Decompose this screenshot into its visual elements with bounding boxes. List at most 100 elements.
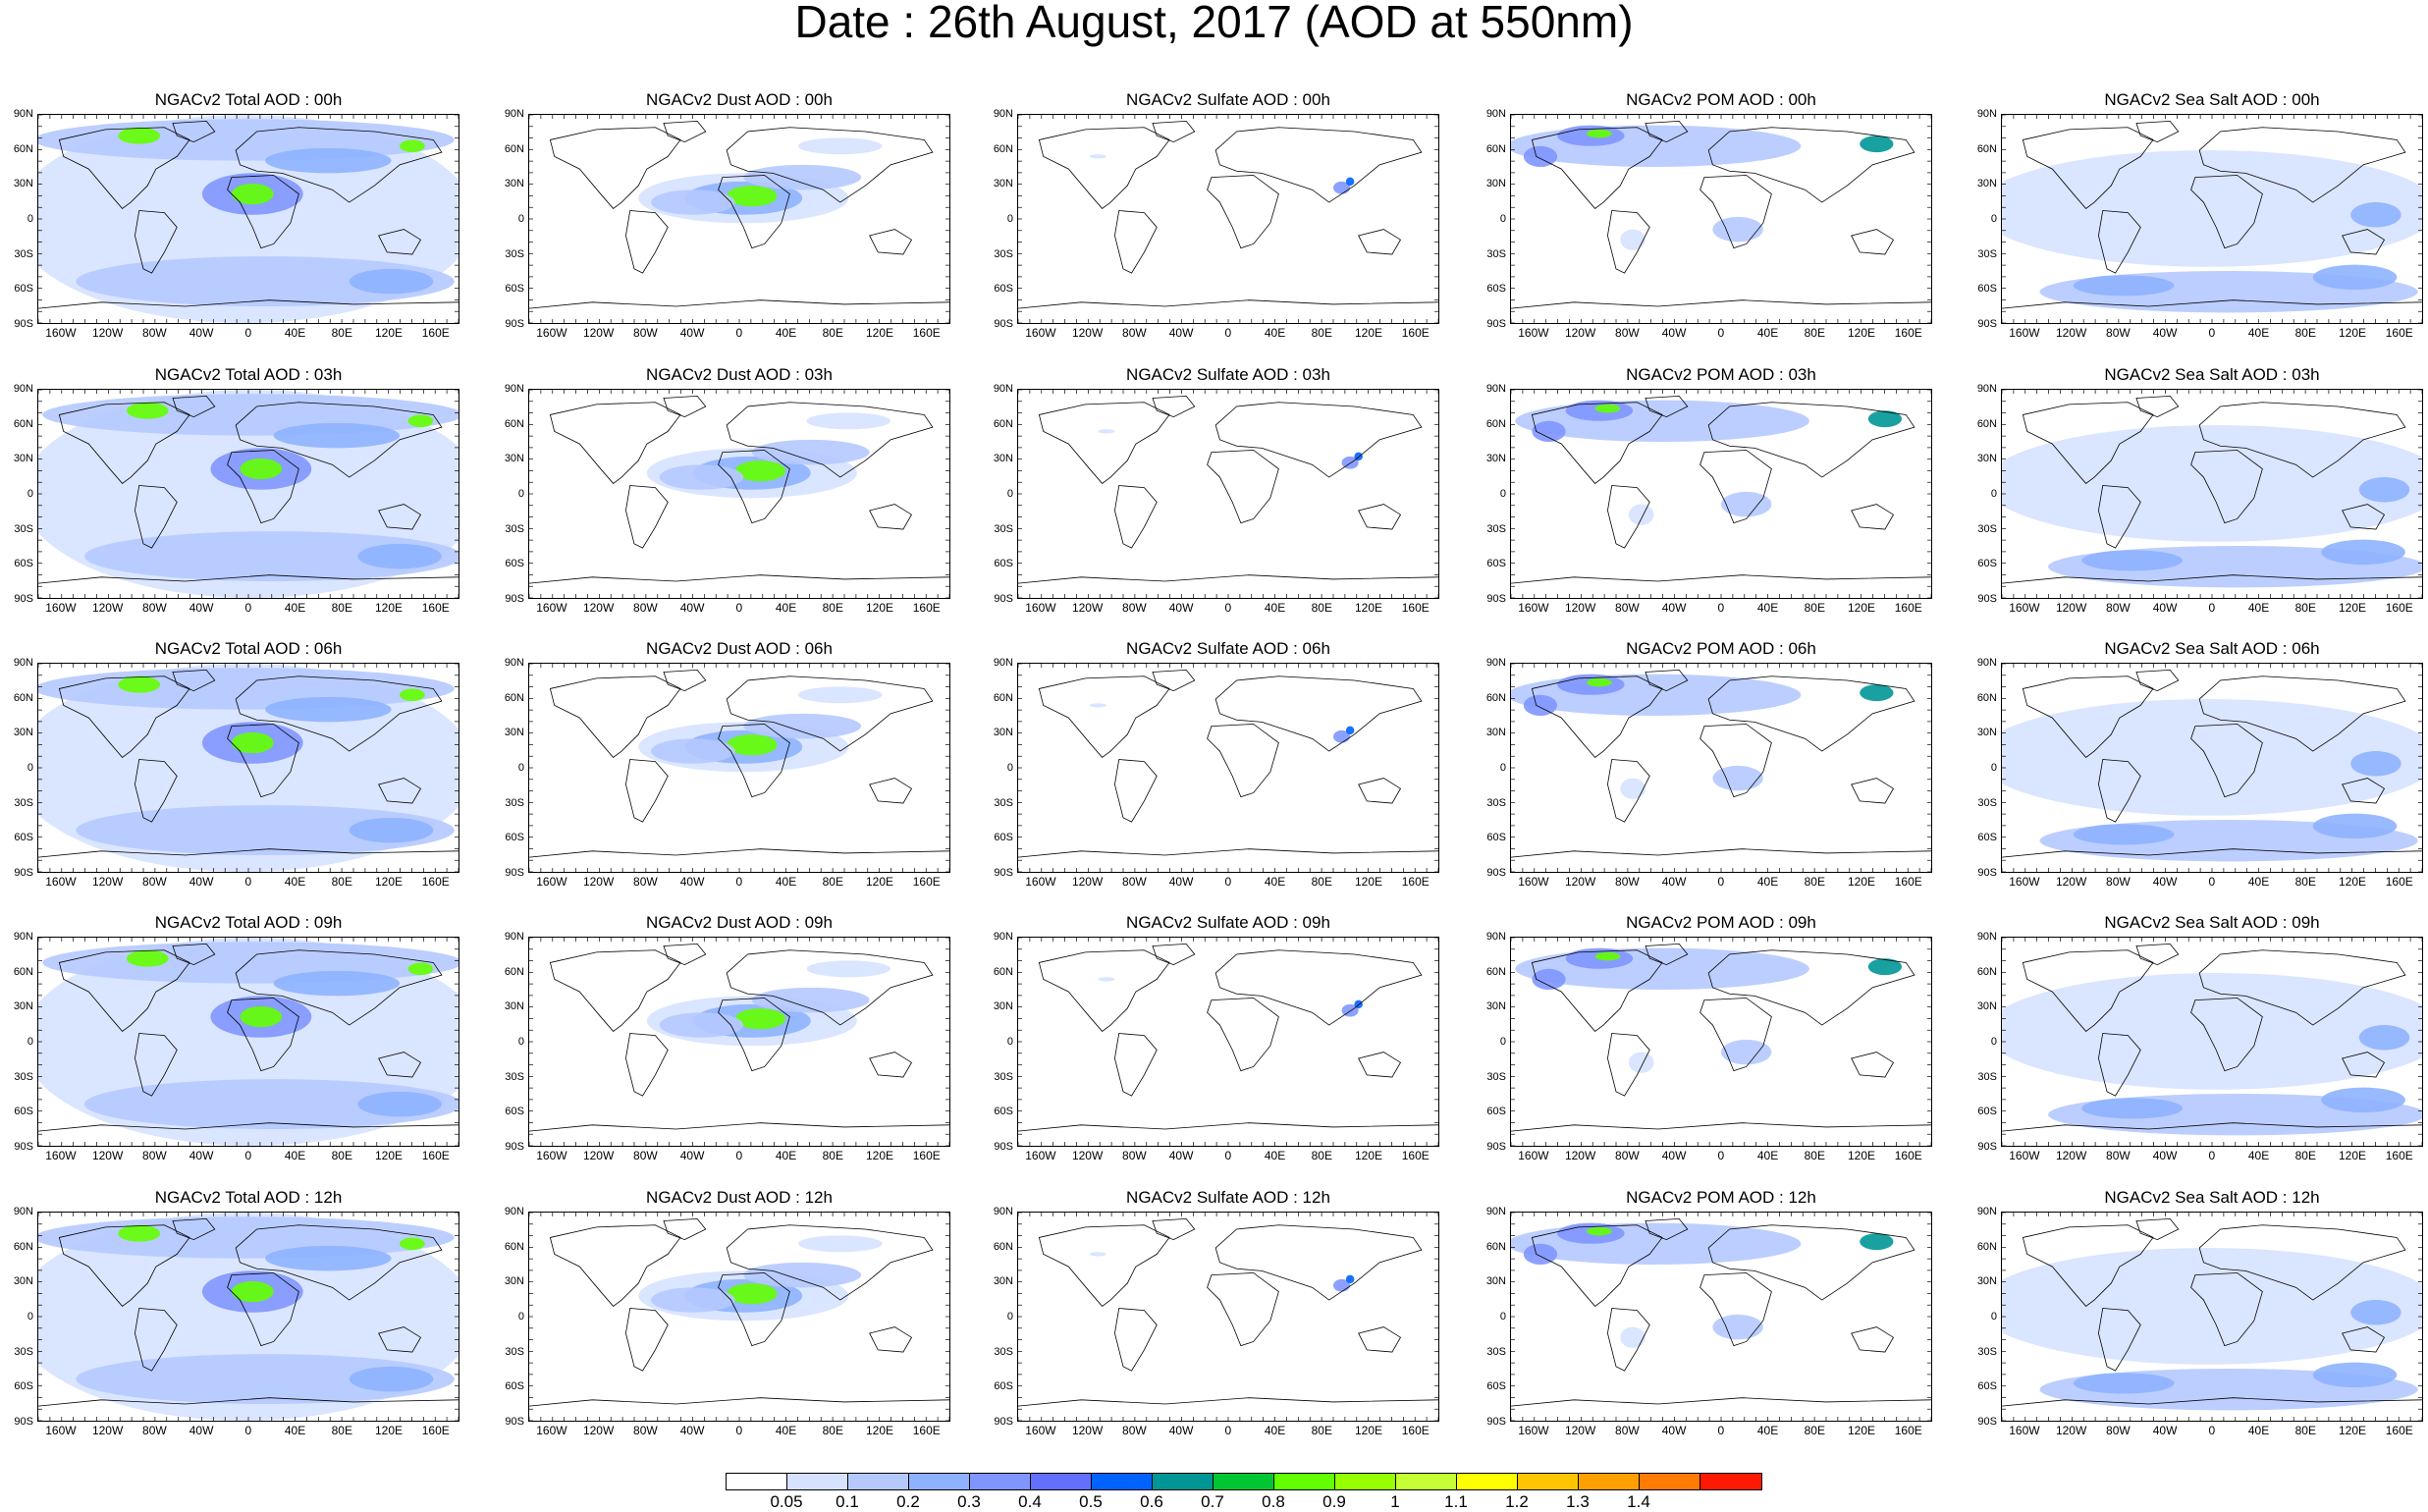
coastline xyxy=(2135,669,2180,691)
map-area xyxy=(2001,114,2423,324)
coastline xyxy=(1018,299,1438,309)
coastline xyxy=(1018,1122,1438,1132)
latitude-label: 30N xyxy=(504,1275,524,1288)
coastline xyxy=(2022,127,2154,209)
latitude-label: 90N xyxy=(1485,383,1506,395)
aerosol-field xyxy=(2081,550,2184,571)
map-svg xyxy=(38,938,459,1146)
longitude-label: 80E xyxy=(1804,875,1825,889)
coastline xyxy=(529,1397,949,1407)
latitude-label: 90S xyxy=(1977,867,1997,879)
longitude-label: 120W xyxy=(582,601,615,615)
longitude-label: 0 xyxy=(1717,875,1725,889)
latitude-label: 30N xyxy=(993,1275,1013,1288)
coastline xyxy=(1531,402,1663,484)
map-panel: NGACv2 Dust AOD : 09h 90N 60N 30N 0 30S 60S 90S… xyxy=(491,913,950,1162)
coastline xyxy=(2022,949,2154,1032)
longitude-label: 160E xyxy=(2385,1149,2413,1162)
coastline xyxy=(227,1272,299,1347)
panel-title: NGACv2 POM AOD : 00h xyxy=(1626,90,1816,109)
longitude-label: 120W xyxy=(1564,1424,1596,1437)
coastline xyxy=(2198,127,2406,203)
coastline xyxy=(2190,998,2263,1072)
latitude-label: 30S xyxy=(994,1345,1013,1358)
longitude-label: 40W xyxy=(1168,326,1194,340)
longitude-label: 40E xyxy=(1264,1149,1286,1162)
map-area xyxy=(37,663,459,873)
aerosol-field xyxy=(2081,1098,2184,1119)
latitude-label: 60S xyxy=(505,832,524,844)
coastline xyxy=(2198,675,2406,752)
map-panel: NGACv2 Total AOD : 00h 90N 60N 30N 0 30S 60S 90… xyxy=(0,90,459,340)
aerosol-field xyxy=(651,189,735,215)
latitude-label: 30S xyxy=(1486,1070,1506,1083)
map-panel: NGACv2 POM AOD : 06h 90N 60N 30N 0 30S 60S 90S 1… xyxy=(1473,639,1932,889)
longitude-label: 40E xyxy=(2247,601,2270,615)
coastline xyxy=(1851,1052,1895,1078)
longitude-label: 80E xyxy=(822,1424,843,1437)
latitude-label: 30N xyxy=(13,178,33,190)
aerosol-field xyxy=(1098,429,1115,434)
longitude-label: 120E xyxy=(1848,1424,1876,1437)
coastline xyxy=(1607,759,1650,823)
longitude-label: 160W xyxy=(2009,1424,2040,1437)
latitude-label: 0 xyxy=(27,1311,33,1323)
coastline xyxy=(58,1224,190,1307)
panel-title: NGACv2 Dust AOD : 06h xyxy=(646,639,833,658)
longitude-label: 40E xyxy=(775,326,797,340)
coastline xyxy=(38,574,459,584)
aerosol-field xyxy=(1587,129,1612,138)
coastline xyxy=(529,1122,949,1132)
latitude-label: 60S xyxy=(1977,1106,1997,1118)
coastline xyxy=(172,1217,216,1240)
longitude-label: 0 xyxy=(1224,1424,1232,1437)
map-svg xyxy=(1018,1213,1438,1421)
longitude-label: 160E xyxy=(1894,875,1922,889)
coastline xyxy=(1358,1326,1402,1353)
map-area xyxy=(1510,663,1932,873)
longitude-label: 160W xyxy=(2009,1149,2040,1162)
map-area xyxy=(528,937,950,1147)
longitude-label: 120E xyxy=(2339,1149,2367,1162)
longitude-label: 40W xyxy=(1661,326,1687,340)
colorbar-swatch xyxy=(727,1474,787,1489)
coastline xyxy=(2002,1122,2422,1132)
colorbar-label: 0.7 xyxy=(1201,1492,1224,1511)
aerosol-field xyxy=(2312,264,2398,291)
longitude-label: 120W xyxy=(582,1424,615,1437)
aerosol-field xyxy=(357,543,442,569)
longitude-label: 80W xyxy=(142,1149,167,1162)
colorbar-label: 1.1 xyxy=(1444,1492,1468,1511)
aerosol-field xyxy=(651,1287,735,1313)
map-area xyxy=(1510,389,1932,599)
map-svg xyxy=(1018,390,1438,598)
longitude-label: 120W xyxy=(1564,1149,1596,1162)
aerosol-field xyxy=(2321,539,2405,566)
colorbar-swatch xyxy=(1640,1474,1700,1489)
panel-title: NGACv2 POM AOD : 09h xyxy=(1626,913,1816,932)
latitude-label: 60S xyxy=(14,1380,33,1393)
map-area xyxy=(37,1212,459,1422)
longitude-label: 160E xyxy=(1401,1149,1430,1162)
longitude-label: 40W xyxy=(679,1424,705,1437)
longitude-label: 0 xyxy=(1224,601,1232,615)
longitude-label: 40E xyxy=(1264,601,1286,615)
map-panel: NGACv2 POM AOD : 12h 90N 60N 30N 0 30S 60S 90S 1… xyxy=(1473,1188,1932,1437)
coastline xyxy=(549,127,681,209)
longitude-label: 80E xyxy=(331,875,352,889)
map-panel: NGACv2 Sulfate AOD : 00h 90N 60N 30N 0 30S 60S… xyxy=(980,90,1439,340)
longitude-label: 120W xyxy=(582,326,615,340)
longitude-label: 160E xyxy=(2385,601,2413,615)
latitude-label: 90N xyxy=(13,108,33,120)
map-area xyxy=(1510,1212,1932,1422)
aerosol-field xyxy=(1721,491,1772,517)
coastline xyxy=(135,1308,178,1372)
longitude-label: 80E xyxy=(1804,1149,1825,1162)
coastline xyxy=(1114,210,1158,274)
longitude-label: 40W xyxy=(1661,1149,1687,1162)
latitude-label: 60S xyxy=(14,283,33,296)
latitude-label: 60N xyxy=(1485,417,1506,430)
coastline xyxy=(1707,949,1915,1026)
map-svg xyxy=(38,390,459,598)
longitude-label: 160E xyxy=(421,601,450,615)
